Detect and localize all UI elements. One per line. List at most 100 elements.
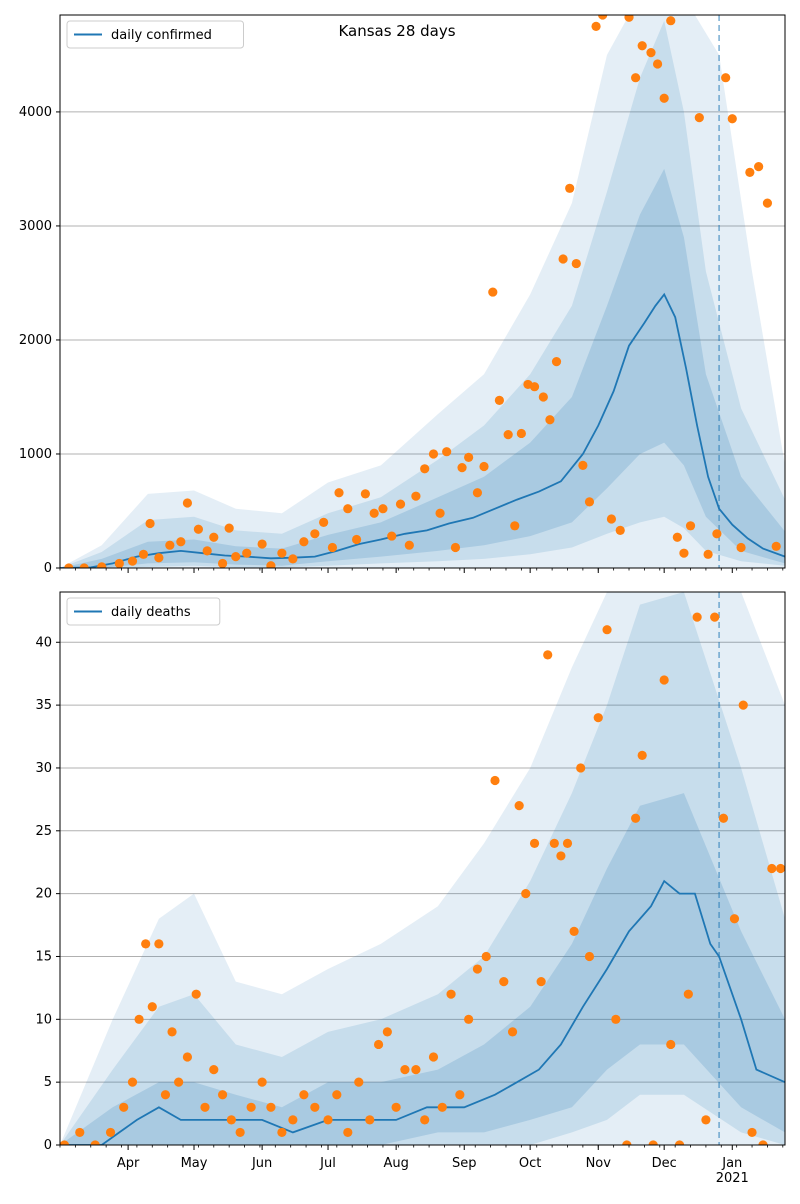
data-point [738, 700, 748, 710]
data-point [576, 763, 586, 773]
data-point [160, 1090, 171, 1100]
y-tick-label: 0 [44, 1138, 52, 1153]
data-point [323, 1115, 333, 1125]
data-point [558, 254, 568, 264]
x-tick-label: May [181, 1156, 208, 1171]
data-point [242, 548, 252, 558]
data-point [521, 889, 531, 899]
data-point [727, 114, 737, 124]
data-point [246, 1102, 256, 1112]
inner-uncertainty-band [60, 168, 785, 568]
data-point [562, 838, 573, 848]
data-point [510, 521, 520, 531]
data-point [154, 939, 164, 949]
data-point [165, 540, 175, 550]
data-point [127, 556, 138, 566]
x-tick-label: Oct [519, 1156, 541, 1171]
data-point [747, 1127, 757, 1138]
data-point [545, 415, 555, 425]
data-point [147, 1002, 157, 1012]
data-point [202, 546, 212, 556]
data-point [428, 449, 439, 459]
x-tick-label: Sep [452, 1156, 477, 1171]
data-point [549, 838, 559, 848]
data-point [319, 517, 329, 527]
data-point [767, 863, 777, 874]
data-point [257, 1077, 267, 1087]
data-point [182, 1052, 193, 1062]
data-point [174, 1077, 184, 1087]
data-point [60, 1140, 69, 1145]
data-point [685, 521, 696, 531]
x-tick-label: Jul [319, 1156, 336, 1171]
axes-frame [59, 591, 786, 1146]
data-point [472, 964, 483, 974]
data-point [672, 532, 682, 542]
data-point [145, 518, 155, 529]
legend-label: daily confirmed [111, 28, 212, 43]
legend: daily deaths [66, 597, 221, 626]
data-point [395, 499, 406, 509]
data-point [217, 1090, 228, 1100]
data-point [718, 813, 729, 823]
data-point [411, 1064, 421, 1075]
mid-uncertainty-band [60, 20, 785, 568]
data-point [277, 1127, 287, 1138]
data-point [710, 612, 720, 622]
data-point [536, 977, 546, 987]
data-point [659, 675, 669, 685]
data-point [666, 1039, 676, 1050]
data-point [694, 113, 704, 123]
data-point [327, 542, 338, 553]
data-point [464, 452, 474, 462]
y-tick-label: 20 [35, 887, 52, 902]
y-tick-label: 40 [35, 635, 52, 650]
data-point [200, 1102, 210, 1112]
data-point [637, 750, 647, 760]
data-point [646, 48, 656, 58]
y-tick-label: 25 [35, 824, 52, 839]
data-point [683, 989, 693, 999]
y-tick-label: 10 [35, 1012, 52, 1027]
data-point [209, 1064, 219, 1075]
data-point [611, 1014, 621, 1024]
data-point [631, 73, 641, 83]
data-point [758, 1140, 768, 1145]
data-point [631, 813, 641, 823]
y-tick-label: 4000 [19, 105, 52, 120]
data-point [332, 1090, 342, 1100]
data-point [488, 287, 498, 297]
data-point [224, 523, 234, 533]
mid-uncertainty-band [60, 592, 785, 1145]
data-point [154, 553, 164, 563]
data-point [637, 41, 647, 51]
data-point [457, 463, 467, 473]
data-point [231, 551, 241, 562]
data-point [391, 1102, 401, 1112]
data-point [411, 491, 421, 501]
data-point [543, 650, 553, 660]
data-point [209, 532, 219, 542]
data-point [90, 1140, 100, 1145]
data-point [354, 1077, 364, 1087]
y-tick-label: 3000 [19, 219, 52, 234]
data-point [266, 1102, 276, 1112]
data-point [235, 1127, 245, 1138]
data-point [551, 357, 562, 367]
x-tick-label: Apr [117, 1156, 140, 1171]
data-point [97, 562, 107, 568]
data-point [729, 914, 740, 924]
data-point [79, 563, 89, 568]
data-point [624, 15, 634, 22]
data-point [226, 1115, 236, 1125]
data-point [378, 504, 388, 514]
data-point [299, 1090, 309, 1100]
data-point [127, 1077, 138, 1087]
data-point [565, 183, 575, 193]
data-point [420, 1115, 430, 1125]
data-point [266, 561, 276, 568]
data-point [334, 488, 344, 498]
data-point [141, 939, 151, 949]
data-point [538, 392, 548, 402]
data-point [503, 429, 513, 440]
